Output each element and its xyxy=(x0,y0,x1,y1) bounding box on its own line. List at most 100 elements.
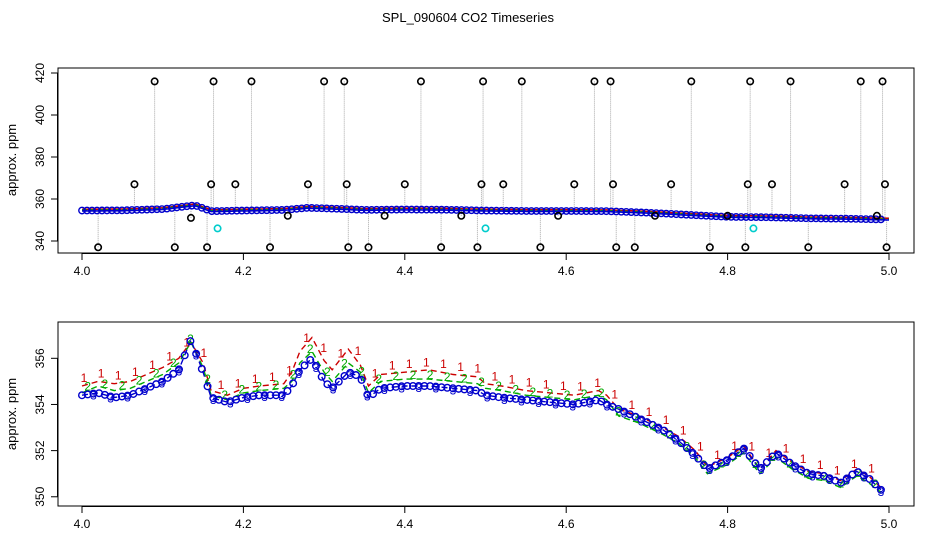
series-2-marker: 2 xyxy=(84,379,91,393)
baseline-point xyxy=(277,206,286,214)
spike-point xyxy=(856,77,865,86)
spike-point xyxy=(94,243,103,252)
series-3-point xyxy=(157,377,166,386)
baseline-point xyxy=(552,207,561,215)
baseline-point xyxy=(422,205,431,214)
baseline-point xyxy=(133,205,141,214)
x-tick-label: 4.8 xyxy=(719,517,736,531)
series-3-marker: 3 xyxy=(176,364,183,378)
baseline-point xyxy=(497,206,506,215)
spike-point xyxy=(266,243,275,252)
baseline-point xyxy=(182,202,191,211)
series-3-point xyxy=(671,434,680,443)
series-2-marker: 2 xyxy=(547,387,554,401)
series-2-marker: 2 xyxy=(238,383,245,397)
baseline-point xyxy=(467,206,476,215)
series-1-marker: 1 xyxy=(765,446,772,460)
series-3-marker: 3 xyxy=(621,407,628,421)
series-1-marker: 1 xyxy=(714,448,721,462)
spike-point xyxy=(416,77,425,86)
baseline-point xyxy=(517,207,526,215)
baseline-point xyxy=(862,215,870,224)
series-3-point xyxy=(380,383,389,392)
baseline-point xyxy=(842,214,850,223)
series-1-marker: 1 xyxy=(646,405,653,419)
series-1-marker: 1 xyxy=(406,357,413,371)
series-2-marker: 2 xyxy=(375,372,382,386)
baseline-point xyxy=(347,205,356,214)
baseline-point xyxy=(537,207,546,215)
series-2-marker: 2 xyxy=(153,366,160,380)
series-3-point xyxy=(369,390,378,399)
baseline-point xyxy=(342,205,351,214)
baseline-point xyxy=(567,207,576,215)
spike-point xyxy=(207,180,216,189)
series-3-point xyxy=(728,452,737,461)
series-3-point xyxy=(534,397,543,406)
baseline-point xyxy=(447,205,456,214)
series-1-marker: 1 xyxy=(81,371,88,385)
series-3-marker: 3 xyxy=(398,381,405,395)
baseline-point xyxy=(287,205,296,214)
series-3-marker: 3 xyxy=(860,470,867,484)
series-3-point xyxy=(665,430,674,439)
y-tick-label: 350 xyxy=(33,486,47,506)
series-3-point xyxy=(797,465,806,474)
spike-point xyxy=(170,243,179,252)
series-1-marker: 1 xyxy=(817,458,824,472)
series-3-marker: 3 xyxy=(450,383,457,397)
series-2-marker: 2 xyxy=(273,378,280,392)
baseline-point xyxy=(83,206,91,215)
baseline-point xyxy=(237,206,246,215)
baseline-point xyxy=(292,204,301,213)
series-2-marker: 2 xyxy=(495,379,502,393)
series-3-point xyxy=(517,395,526,404)
series-1-marker: 1 xyxy=(252,372,259,386)
baseline-point xyxy=(532,207,541,215)
series-3-point xyxy=(488,392,497,401)
series-3-marker: 3 xyxy=(278,390,285,404)
series-3-marker: 3 xyxy=(484,390,491,404)
baseline-point xyxy=(807,214,815,223)
series-3-marker: 3 xyxy=(347,368,354,382)
series-1-marker: 1 xyxy=(748,439,755,453)
series-3-marker: 3 xyxy=(261,390,268,404)
spike-point xyxy=(499,180,508,189)
series-3-point xyxy=(762,458,771,467)
series-2-marker: 2 xyxy=(581,387,588,401)
series-3-marker: 3 xyxy=(826,473,833,487)
x-tick-label: 4.8 xyxy=(719,264,736,278)
series-2-marker: 2 xyxy=(170,356,177,370)
spike-point xyxy=(150,77,159,86)
baseline-point xyxy=(662,209,671,218)
x-tick-label: 4.0 xyxy=(74,264,91,278)
series-2-marker: 2 xyxy=(221,388,228,402)
x-tick-label: 4.4 xyxy=(396,517,413,531)
series-2-marker: 2 xyxy=(307,342,314,356)
spike-point xyxy=(477,180,486,189)
series-3-point xyxy=(306,355,315,364)
series-3-point xyxy=(243,392,252,401)
baseline-point xyxy=(747,213,756,221)
flagged-point xyxy=(749,224,758,233)
series-2-marker: 2 xyxy=(290,367,297,381)
x-axis: 4.0 4.2 4.4 4.6 4.8 5.0 xyxy=(74,506,898,531)
y-tick-label: 380 xyxy=(33,147,47,167)
series-3-marker: 3 xyxy=(124,391,131,405)
series-3-marker: 3 xyxy=(227,396,234,410)
baseline-point xyxy=(762,213,770,222)
series-2-marker: 2 xyxy=(341,356,348,370)
baseline-point xyxy=(847,214,855,223)
series-3-point xyxy=(117,392,126,401)
baseline-point xyxy=(108,206,116,215)
baseline-point xyxy=(827,214,835,223)
series-3-point xyxy=(357,375,366,384)
series-1-marker: 1 xyxy=(286,363,293,377)
series-2-marker: 2 xyxy=(684,439,691,453)
x-tick-label: 4.4 xyxy=(396,264,413,278)
baseline-point xyxy=(252,206,261,215)
spike-point xyxy=(705,243,714,252)
baseline-point xyxy=(857,215,865,223)
series-3-point xyxy=(808,470,817,479)
